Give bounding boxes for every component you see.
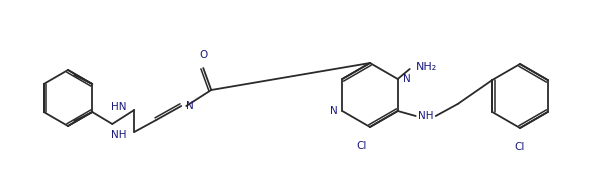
Text: Cl: Cl — [357, 141, 367, 151]
Text: N: N — [186, 101, 194, 111]
Text: N: N — [403, 74, 411, 84]
Text: NH: NH — [111, 130, 126, 140]
Text: NH: NH — [418, 111, 433, 121]
Text: NH₂: NH₂ — [416, 62, 437, 72]
Text: N: N — [329, 106, 337, 116]
Text: HN: HN — [111, 102, 126, 112]
Text: Cl: Cl — [515, 142, 525, 152]
Text: O: O — [199, 50, 207, 60]
